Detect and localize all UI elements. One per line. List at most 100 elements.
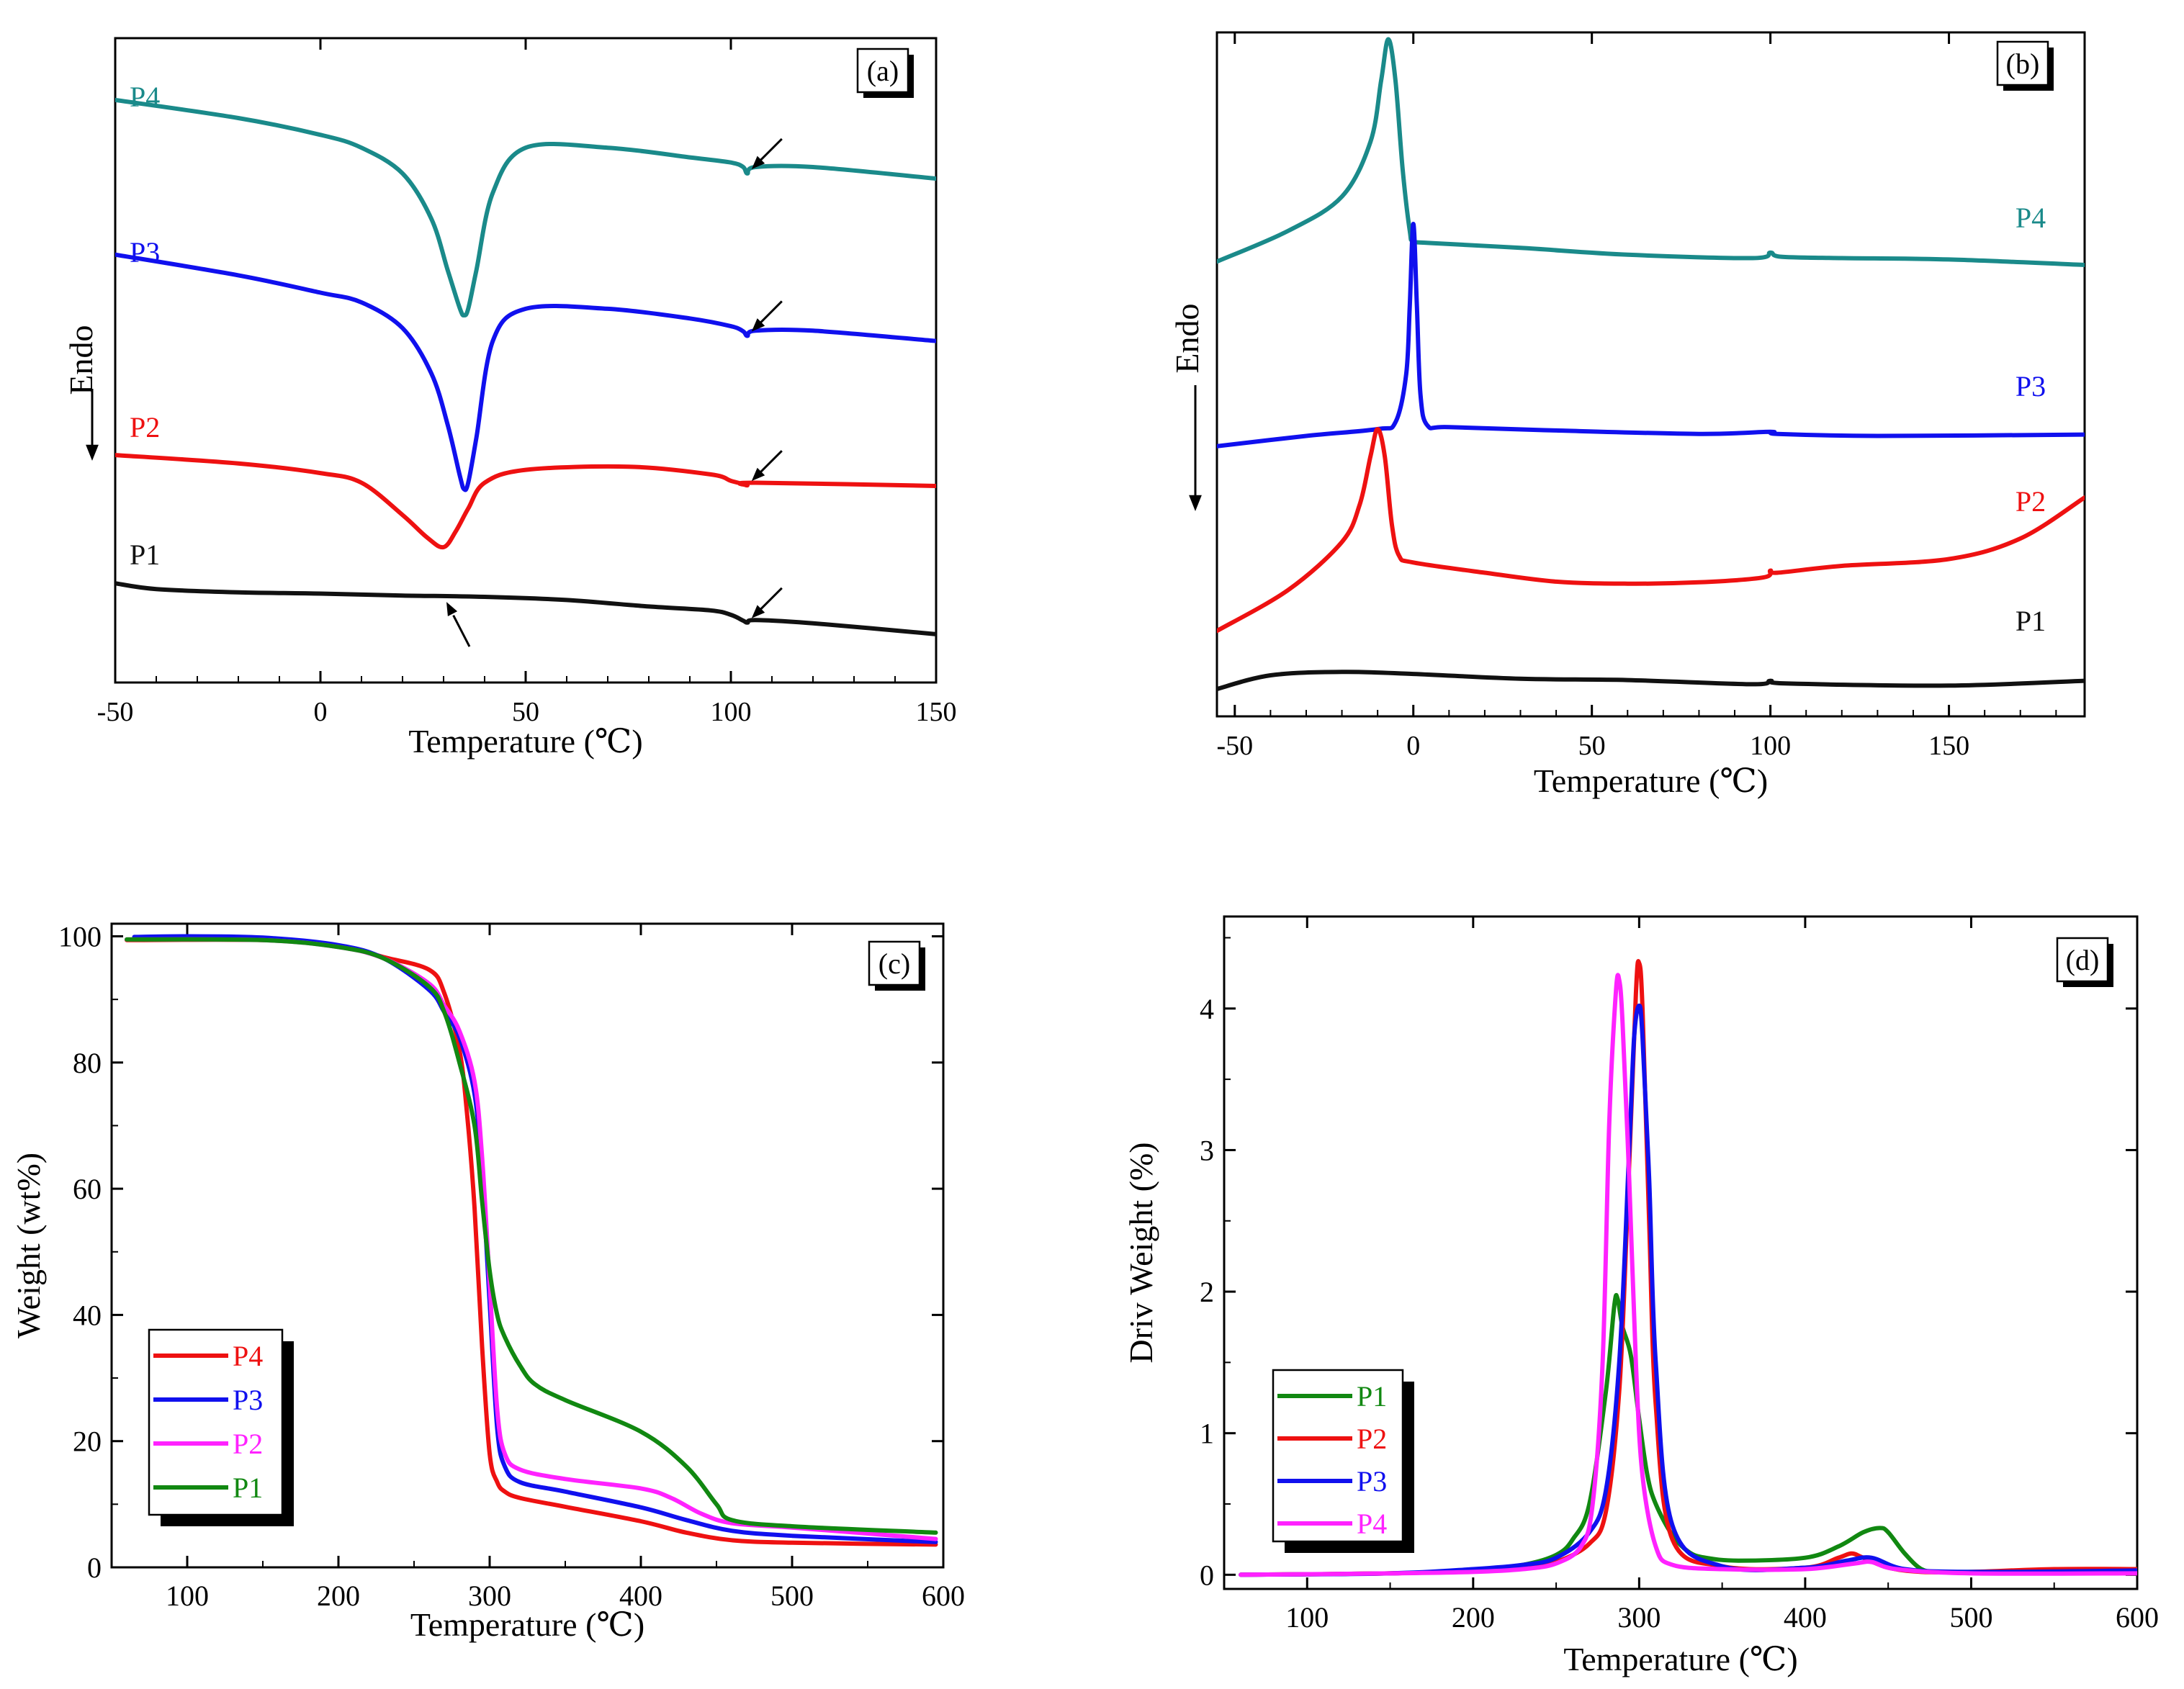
series-line-p4: [115, 97, 936, 317]
chart-panel-1: -50 0 50 100 150 Temperature (℃) Endo (b) P4 P3 P2…: [1169, 31, 2086, 799]
y-axis-label: Driv Weight (%): [1123, 1142, 1159, 1363]
y-tick-label: 2: [1200, 1276, 1214, 1308]
x-tick-label: -50: [1216, 731, 1253, 761]
y-tick-label: 40: [73, 1299, 102, 1331]
chart-panel-0: -50 0 50 100 150 Temperature (℃) Endo (a) P4 P3 P2…: [63, 37, 957, 760]
x-tick-label: 600: [2116, 1601, 2159, 1634]
y-tick-label: 3: [1200, 1134, 1214, 1166]
annotation-arrow-head: [751, 605, 765, 618]
legend-label-p1: P1: [233, 1472, 263, 1504]
panel-label-box: [868, 940, 921, 986]
chart-panel-3: 100 200 300 400 500 600 0 1 2 3 4 Temperature (℃) Dr…: [1123, 915, 2159, 1677]
y-tick-label: 4: [1200, 993, 1214, 1025]
legend-box: [1272, 1369, 1404, 1543]
series-line-p4: [1239, 973, 2137, 1577]
series-group: [1217, 37, 2085, 691]
series-label-p1: P1: [130, 539, 160, 571]
legend-label-p3: P3: [233, 1384, 263, 1416]
x-tick-label: 300: [468, 1580, 511, 1612]
series-group: [125, 934, 938, 1547]
x-tick-label: 200: [1452, 1601, 1495, 1634]
endo-arrow-head: [1189, 495, 1202, 511]
panel-label: (d): [2066, 944, 2100, 976]
x-tick-label: 500: [1949, 1601, 1992, 1634]
plot-frame: [110, 922, 945, 1569]
x-tick-label: 300: [1617, 1601, 1661, 1634]
panel-label-box: [2056, 937, 2109, 983]
y-tick-label: 1: [1200, 1418, 1214, 1450]
series-label-p3: P3: [130, 236, 160, 269]
series-label-p4: P4: [130, 81, 160, 113]
annotation-arrow-head: [751, 467, 765, 482]
panel-label: (b): [2006, 48, 2040, 80]
series-group: [115, 97, 936, 636]
annotation-arrow: [760, 587, 783, 611]
x-tick-label: 150: [916, 697, 957, 727]
panel-label-box: [1996, 40, 2049, 86]
plot-frame: [114, 37, 938, 684]
x-tick-label: 100: [711, 697, 752, 727]
annotation-arrow-head: [751, 156, 765, 169]
x-axis-label: Temperature (℃): [1534, 762, 1768, 799]
annotation-arrow-head: [446, 602, 458, 616]
y-axis-label: Endo: [63, 325, 99, 395]
series-line-p2: [1217, 427, 2085, 634]
x-tick-label: 400: [1784, 1601, 1827, 1634]
panel-label-box: [856, 48, 909, 94]
chart-panel-2: 100 200 300 400 500 600 0 20 40 60 80 100 Temperatur…: [10, 921, 965, 1643]
x-tick-label: 100: [1285, 1601, 1329, 1634]
x-tick-label: 500: [770, 1580, 814, 1612]
legend-label-p4: P4: [233, 1340, 263, 1372]
y-tick-label: 20: [73, 1425, 102, 1458]
x-tick-label: 0: [314, 697, 328, 727]
x-tick-label: 100: [166, 1580, 209, 1612]
series-group: [1239, 959, 2137, 1577]
legend-label-p2: P2: [233, 1428, 263, 1460]
series-line-p1: [115, 581, 936, 636]
panel-label: (a): [867, 55, 899, 87]
y-axis-label: Weight (wt%): [10, 1153, 47, 1338]
y-axis-label: Endo: [1169, 303, 1205, 373]
series-line-p1: [125, 937, 938, 1535]
x-tick-label: 0: [1406, 731, 1420, 761]
x-tick-label: 100: [1750, 731, 1791, 761]
annotation-arrow-head: [751, 318, 765, 332]
y-tick-label: 0: [87, 1551, 102, 1584]
panel-label: (c): [878, 947, 910, 980]
series-line-p2: [115, 453, 936, 550]
series-label-p2: P2: [2016, 485, 2046, 518]
series-line-p1: [1217, 670, 2085, 691]
series-line-p3: [115, 252, 936, 492]
series-line-p3: [1217, 222, 2085, 449]
x-axis-label: Temperature (℃): [1563, 1641, 1797, 1677]
y-tick-label: 60: [73, 1173, 102, 1205]
series-line-p3: [1239, 1003, 2137, 1577]
x-tick-label: 400: [619, 1580, 662, 1612]
annotation-arrow: [760, 450, 783, 473]
x-tick-label: 50: [1578, 731, 1606, 761]
x-tick-label: 50: [512, 697, 539, 727]
series-label-p3: P3: [2016, 370, 2046, 402]
annotation-arrow: [760, 138, 783, 161]
y-tick-label: 0: [1200, 1559, 1214, 1591]
series-label-p1: P1: [2016, 605, 2046, 637]
endo-arrow-head: [86, 444, 99, 461]
y-tick-label: 100: [58, 921, 102, 953]
series-label-p4: P4: [2016, 202, 2046, 234]
legend-label-p3: P3: [1357, 1465, 1387, 1497]
legend-label-p1: P1: [1357, 1380, 1387, 1413]
plot-frame: [1223, 915, 2139, 1590]
x-tick-label: 200: [317, 1580, 360, 1612]
legend-label-p4: P4: [1357, 1508, 1387, 1540]
x-tick-label: 600: [922, 1580, 965, 1612]
series-line-p4: [1217, 37, 2085, 267]
x-axis-label: Temperature (℃): [410, 1606, 644, 1643]
series-line-p1: [1239, 1292, 2137, 1577]
plot-frame: [1215, 31, 2086, 718]
x-tick-label: 150: [1928, 731, 1969, 761]
series-label-p2: P2: [130, 411, 160, 443]
x-tick-label: -50: [97, 697, 134, 727]
annotation-arrow: [760, 300, 783, 323]
x-axis-label: Temperature (℃): [408, 723, 642, 760]
